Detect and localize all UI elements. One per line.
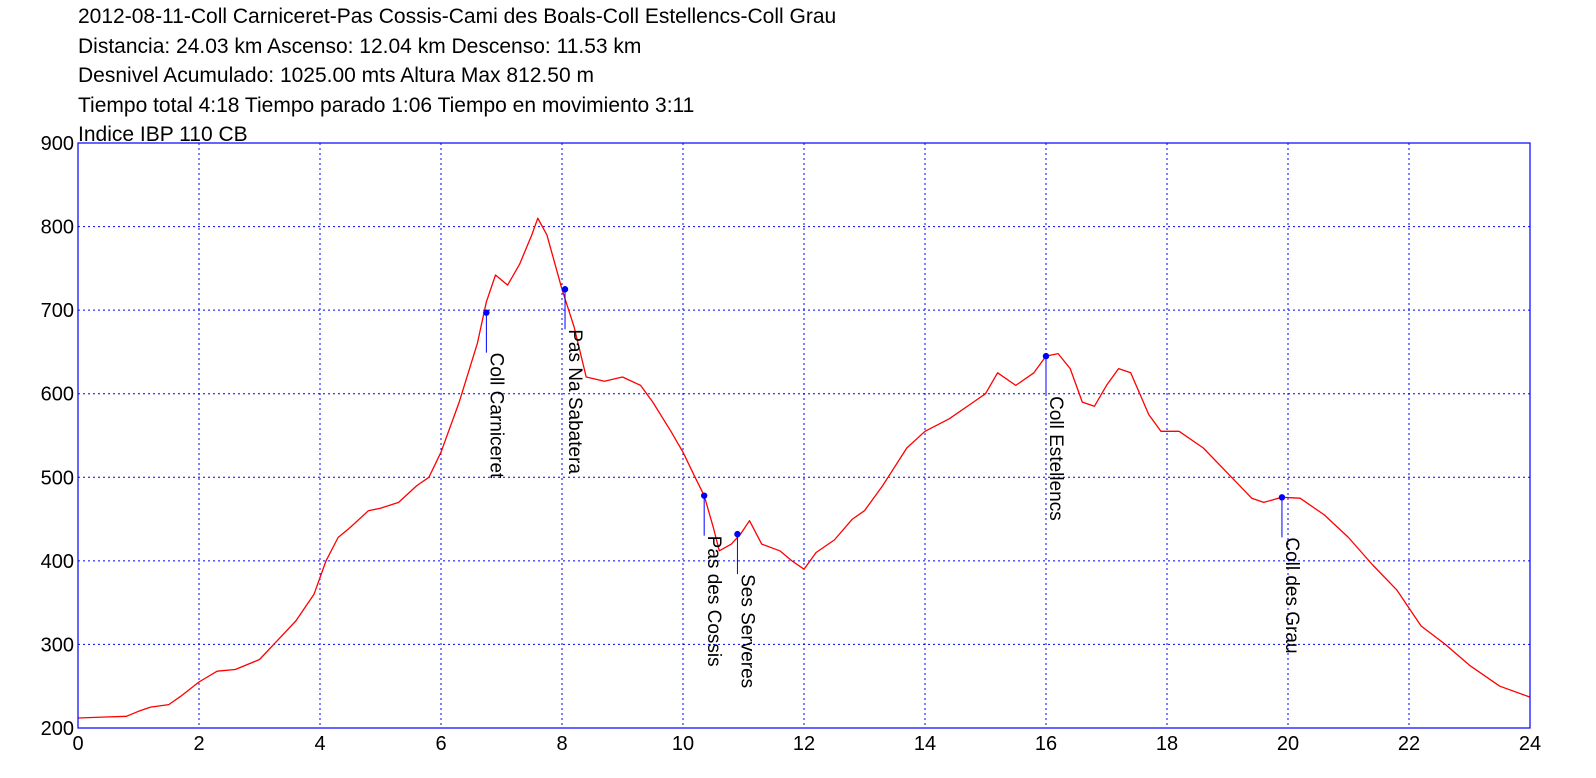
y-tick-label: 500 bbox=[41, 467, 74, 489]
waypoint-layer: Coll Carniceret Pas Na Sabatera Pas des Co… bbox=[483, 286, 1302, 688]
x-tick-label: 16 bbox=[1035, 733, 1057, 755]
profile-layer bbox=[77, 217, 1531, 719]
x-tick-label: 10 bbox=[672, 733, 694, 755]
y-tick-label: 300 bbox=[41, 634, 74, 656]
y-tick-label: 200 bbox=[41, 718, 74, 740]
x-tick-label: 12 bbox=[793, 733, 815, 755]
x-axis-ticks: 0 2 4 6 8 10 12 14 16 18 20 22 24 bbox=[72, 733, 1541, 755]
track-title: 2012-08-11-Coll Carniceret-Pas Cossis-Ca… bbox=[78, 5, 837, 28]
y-tick-label: 400 bbox=[41, 551, 74, 573]
ibp-index: Indice IBP 110 CB bbox=[78, 123, 248, 146]
waypoint-label: Ses Serveres bbox=[736, 574, 757, 688]
waypoint-coll-des-grau: Coll des Grau bbox=[1278, 494, 1302, 654]
waypoint-marker bbox=[1278, 494, 1286, 501]
waypoint-label: Coll Carniceret bbox=[485, 353, 506, 479]
waypoint-marker bbox=[483, 309, 490, 316]
waypoint-marker bbox=[561, 286, 569, 293]
waypoint-pas-des-cossis: Pas des Cossis bbox=[700, 492, 724, 667]
distance-stats: Distancia: 24.03 km Ascenso: 12.04 km De… bbox=[78, 34, 642, 58]
elevation-profile-line bbox=[77, 217, 1531, 719]
x-tick-label: 22 bbox=[1398, 733, 1420, 755]
waypoint-label: Pas des Cossis bbox=[703, 536, 724, 667]
time-stats: Tiempo total 4:18 Tiempo parado 1:06 Tie… bbox=[78, 93, 695, 117]
x-tick-label: 2 bbox=[193, 733, 204, 755]
chart-header: 2012-08-11-Coll Carniceret-Pas Cossis-Ca… bbox=[78, 2, 1578, 150]
waypoint-marker bbox=[1042, 352, 1050, 360]
x-tick-label: 14 bbox=[914, 733, 936, 755]
waypoint-coll-carniceret: Coll Carniceret bbox=[483, 309, 506, 479]
x-tick-label: 0 bbox=[72, 733, 83, 755]
elevation-stats: Desnivel Acumulado: 1025.00 mts Altura M… bbox=[78, 64, 594, 87]
waypoint-marker bbox=[734, 530, 741, 538]
x-tick-label: 8 bbox=[556, 733, 567, 755]
y-tick-label: 800 bbox=[41, 217, 74, 239]
x-tick-label: 20 bbox=[1277, 733, 1299, 755]
grid bbox=[78, 143, 1530, 728]
waypoint-coll-estellencs: Coll Estellencs bbox=[1042, 352, 1066, 521]
y-tick-label: 900 bbox=[41, 133, 74, 155]
waypoint-ses-serveres: Ses Serveres bbox=[734, 530, 757, 688]
x-tick-label: 24 bbox=[1519, 733, 1541, 755]
y-tick-label: 600 bbox=[41, 384, 74, 406]
waypoint-label: Coll Estellencs bbox=[1045, 396, 1066, 521]
y-axis-ticks: 200 300 400 500 600 700 800 900 bbox=[41, 133, 74, 740]
x-tick-label: 6 bbox=[435, 733, 446, 755]
x-tick-label: 4 bbox=[314, 733, 325, 755]
plot-frame bbox=[77, 142, 1531, 729]
y-tick-label: 700 bbox=[41, 300, 74, 322]
x-tick-label: 18 bbox=[1156, 733, 1178, 755]
waypoint-label: Pas Na Sabatera bbox=[564, 329, 585, 474]
waypoint-pas-na-sabatera: Pas Na Sabatera bbox=[561, 286, 585, 474]
waypoint-label: Coll des Grau bbox=[1281, 537, 1302, 653]
waypoint-marker bbox=[700, 492, 708, 499]
